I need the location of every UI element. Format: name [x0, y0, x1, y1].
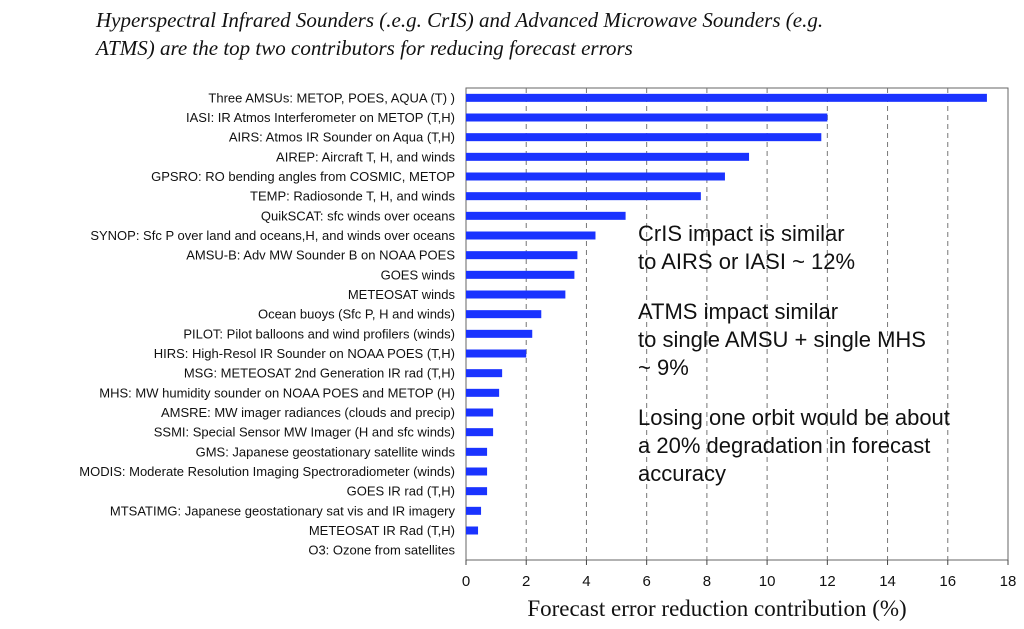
- category-label: MHS: MW humidity sounder on NOAA POES an…: [99, 385, 455, 400]
- category-label: MTSATIMG: Japanese geostationary sat vis…: [110, 503, 456, 518]
- category-label: AMSU-B: Adv MW Sounder B on NOAA POES: [186, 248, 455, 263]
- category-label: SYNOP: Sfc P over land and oceans,H, and…: [90, 228, 455, 243]
- x-tick-label: 10: [759, 573, 776, 590]
- category-label: GOES IR rad (T,H): [347, 484, 455, 499]
- bar: [466, 388, 500, 397]
- annotation-line: CrIS impact is similar: [638, 221, 845, 246]
- category-label: QuikSCAT: sfc winds over oceans: [261, 208, 456, 223]
- category-label: METEOSAT IR Rad (T,H): [309, 523, 455, 538]
- chart-title-line-1: Hyperspectral Infrared Sounders (.e.g. C…: [96, 8, 824, 32]
- category-label: TEMP: Radiosonde T, H, and winds: [250, 189, 455, 204]
- x-tick-label: 16: [939, 573, 956, 590]
- bar: [466, 251, 578, 260]
- category-label: Three AMSUs: METOP, POES, AQUA (T) ): [208, 90, 455, 105]
- bar: [466, 192, 701, 201]
- bar: [466, 270, 575, 279]
- category-label: MODIS: Moderate Resolution Imaging Spect…: [79, 464, 455, 479]
- category-label: SSMI: Special Sensor MW Imager (H and sf…: [154, 425, 455, 440]
- category-label: GPSRO: RO bending angles from COSMIC, ME…: [151, 169, 455, 184]
- category-label: IASI: IR Atmos Interferometer on METOP (…: [186, 110, 455, 125]
- category-label: Ocean buoys (Sfc P, H and winds): [258, 307, 455, 322]
- annotation-cris: CrIS impact is similar to AIRS or IASI ~…: [638, 220, 1013, 276]
- annotation-line: a 20% degradation in forecast: [638, 433, 931, 458]
- category-label: MSG: METEOSAT 2nd Generation IR rad (T,H…: [184, 366, 455, 381]
- x-tick-label: 14: [879, 573, 896, 590]
- bar: [466, 152, 750, 161]
- chart-title-line-2: ATMS) are the top two contributors for r…: [96, 36, 633, 60]
- bar: [466, 172, 725, 181]
- x-tick-label: 18: [1000, 573, 1017, 590]
- category-label: HIRS: High-Resol IR Sounder on NOAA POES…: [154, 346, 455, 361]
- x-tick-label: 4: [582, 573, 590, 590]
- bar: [466, 526, 479, 535]
- annotation-line: ~ 9%: [638, 355, 689, 380]
- annotation-line: Losing one orbit would be about: [638, 405, 950, 430]
- bar: [466, 506, 482, 515]
- bar: [466, 329, 533, 338]
- annotation-line: to single AMSU + single MHS: [638, 327, 926, 352]
- bar: [466, 93, 987, 102]
- x-tick-label: 8: [703, 573, 711, 590]
- annotation-orbit-loss: Losing one orbit would be about a 20% de…: [638, 404, 1013, 488]
- bar: [466, 408, 494, 417]
- x-tick-label: 0: [462, 573, 470, 590]
- annotation-line: accuracy: [638, 461, 727, 486]
- category-label: AIRS: Atmos IR Sounder on Aqua (T,H): [229, 130, 455, 145]
- plot-frame: [465, 87, 1009, 561]
- x-tick-label: 12: [819, 573, 836, 590]
- annotation-line: ATMS impact similar: [638, 299, 839, 324]
- category-label: GMS: Japanese geostationary satellite wi…: [196, 444, 456, 459]
- category-label: GOES winds: [381, 267, 456, 282]
- category-label: AMSRE: MW imager radiances (clouds and p…: [161, 405, 455, 420]
- chart-title: Hyperspectral Infrared Sounders (.e.g. C…: [96, 6, 996, 62]
- annotation-panel: CrIS impact is similar to AIRS or IASI ~…: [638, 220, 1013, 510]
- category-label: PILOT: Pilot balloons and wind profilers…: [183, 326, 455, 341]
- bar: [466, 113, 828, 122]
- annotation-line: to AIRS or IASI ~ 12%: [638, 249, 856, 274]
- x-tick-label: 6: [642, 573, 650, 590]
- category-label: O3: Ozone from satellites: [308, 543, 455, 558]
- bar: [466, 133, 822, 142]
- bar: [466, 487, 488, 496]
- bar: [466, 428, 494, 437]
- x-axis-label: Forecast error reduction contribution (%…: [527, 596, 906, 621]
- annotation-atms: ATMS impact similar to single AMSU + sin…: [638, 298, 1013, 382]
- bar: [466, 369, 503, 378]
- bar: [466, 447, 488, 456]
- bar: [466, 310, 542, 319]
- x-tick-label: 2: [522, 573, 530, 590]
- bar: [466, 349, 527, 358]
- bar: [466, 290, 566, 299]
- bar: [466, 467, 488, 476]
- bar: [466, 231, 596, 240]
- bar: [466, 211, 626, 220]
- category-label: AIREP: Aircraft T, H, and winds: [276, 149, 455, 164]
- category-label: METEOSAT winds: [348, 287, 456, 302]
